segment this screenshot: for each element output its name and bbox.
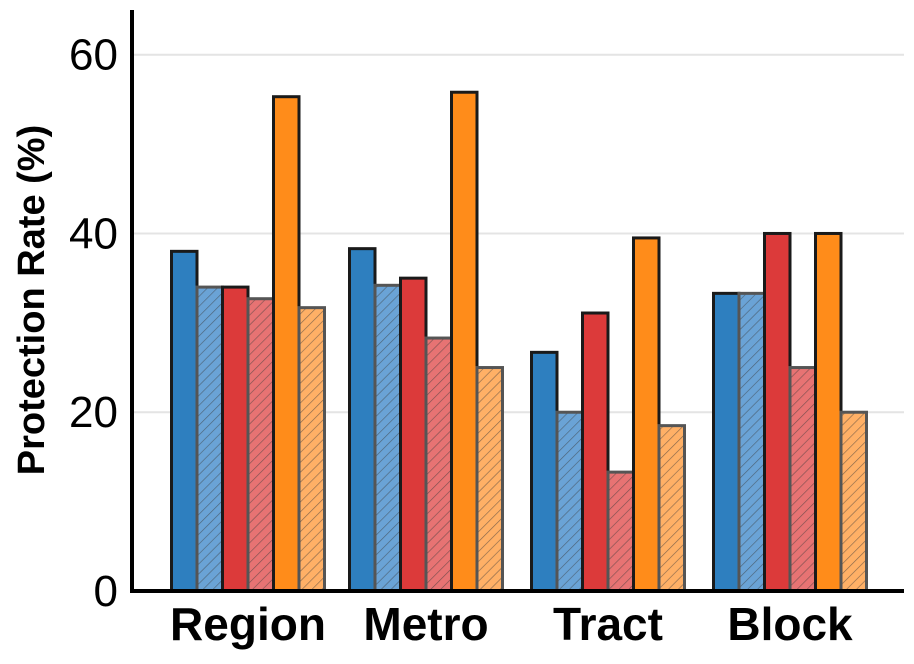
- bar-tract-red-hatched: [606, 470, 635, 593]
- x-category-label-block: Block: [727, 598, 853, 650]
- bar-tract-orange-hatched: [657, 424, 686, 593]
- bar-block-blue-hatched: [737, 291, 766, 593]
- bar-block-blue-solid: [712, 291, 741, 593]
- bar-metro-blue-hatched: [373, 283, 402, 593]
- y-tick-labels: 0 20 40 60: [69, 31, 118, 616]
- y-tick-label: 40: [69, 209, 118, 258]
- y-tick-label: 0: [94, 567, 118, 616]
- bar-region-red-solid: [221, 285, 250, 593]
- y-axis-label: Protection Rate (%): [11, 125, 53, 475]
- bar-region-orange-solid: [272, 95, 301, 593]
- bar-metro-blue-solid: [348, 247, 377, 593]
- bar-region-red-hatched: [246, 297, 275, 593]
- bar-metro-red-hatched: [424, 336, 453, 593]
- bar-region-blue-hatched: [195, 285, 224, 593]
- y-tick-label: 20: [69, 388, 118, 437]
- bar-tract-blue-solid: [530, 350, 559, 593]
- bar-metro-orange-solid: [450, 90, 479, 593]
- bar-metro-orange-hatched: [475, 366, 504, 593]
- axes: [130, 10, 904, 593]
- bar-block-red-solid: [763, 231, 792, 593]
- bar-region-orange-hatched: [297, 306, 326, 593]
- bar-tract-red-solid: [581, 311, 610, 593]
- x-category-label-tract: Tract: [553, 598, 663, 650]
- x-category-label-region: Region: [170, 598, 326, 650]
- bar-tract-blue-hatched: [555, 410, 584, 593]
- bar-metro-red-solid: [399, 276, 428, 593]
- bar-tract-orange-solid: [632, 236, 661, 593]
- x-category-labels: Region Metro Tract Block: [170, 598, 853, 650]
- x-category-label-metro: Metro: [363, 598, 488, 650]
- bar-block-red-hatched: [788, 366, 817, 593]
- y-tick-label: 60: [69, 31, 118, 80]
- bar-block-orange-solid: [814, 231, 843, 593]
- bar-block-orange-hatched: [839, 410, 868, 593]
- bar-region-blue-solid: [170, 249, 199, 593]
- bars: [170, 90, 868, 593]
